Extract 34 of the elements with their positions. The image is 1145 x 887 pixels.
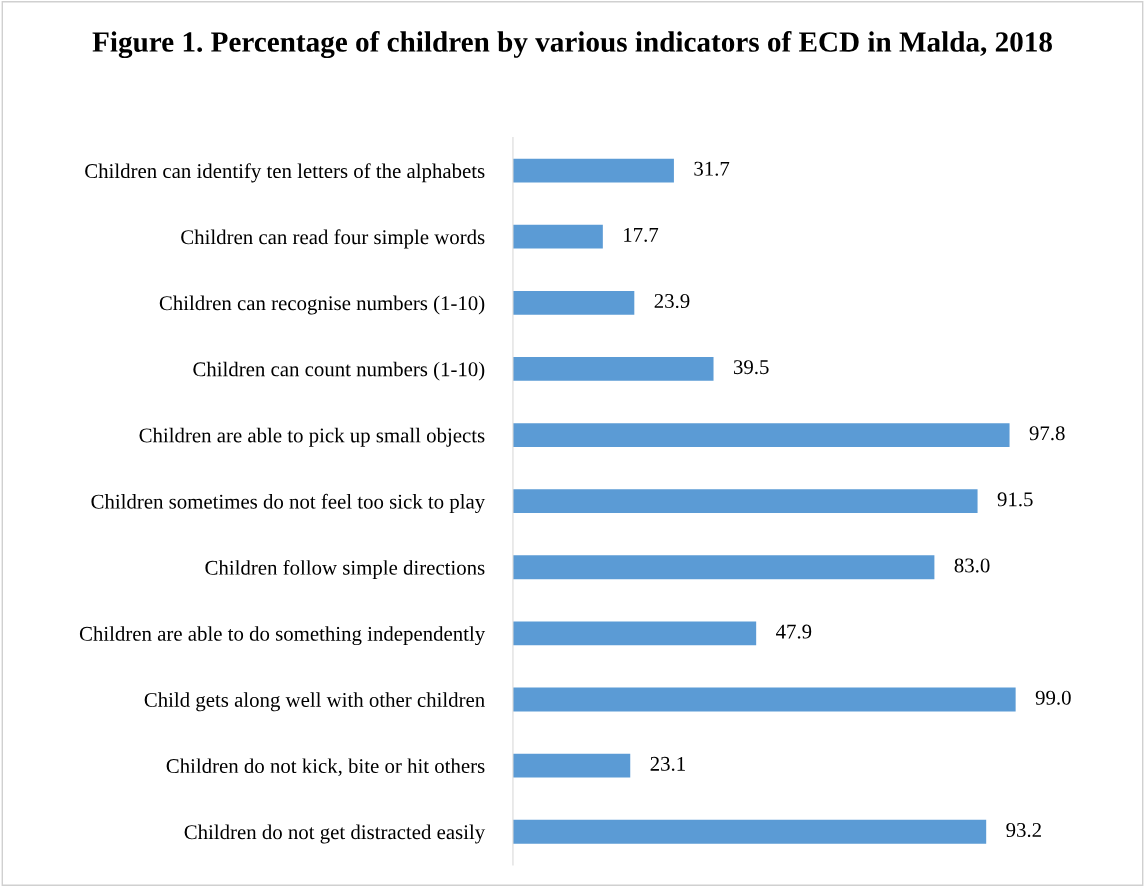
- y-tick-label: Children do not kick, bite or hit others: [166, 758, 485, 777]
- data-label: 39.5: [733, 360, 769, 375]
- data-label: 99.0: [1035, 690, 1071, 705]
- data-label: 91.5: [997, 492, 1033, 507]
- data-label: 47.9: [776, 624, 812, 639]
- data-label: 17.7: [624, 227, 659, 242]
- y-tick-label: Children are able to do something independently: [79, 626, 486, 646]
- y-tick-label: Children can count numbers (1-10): [193, 361, 485, 381]
- data-label: 31.7: [694, 161, 730, 176]
- bar: [512, 489, 978, 514]
- y-tick-label: Children do not get distracted easily: [184, 824, 486, 844]
- bar: [512, 357, 714, 381]
- bar: [512, 687, 1016, 712]
- y-tick-label: Children can identify ten letters of the alphabets: [85, 163, 485, 183]
- y-tick-label: Children are able to pick up small objects: [139, 427, 485, 447]
- data-label: 83.0: [954, 558, 990, 573]
- data-label: 23.9: [654, 294, 690, 309]
- bar: [512, 555, 935, 580]
- y-tick-label: Children follow simple directions: [205, 559, 485, 580]
- data-label: 93.2: [1006, 822, 1041, 838]
- y-tick-label: Child gets along well with other children: [144, 692, 485, 712]
- bar: [512, 158, 674, 183]
- bar: [512, 423, 1010, 447]
- chart-title: Figure 1. Percentage of children by various indicators of ECD in Malda, 2018: [92, 31, 1052, 59]
- bar: [512, 753, 631, 778]
- y-tick-label: Children sometimes do not feel too sick to play: [91, 493, 486, 513]
- y-tick-label: Children can recognise numbers (1-10): [159, 295, 485, 315]
- data-label: 23.1: [650, 756, 685, 771]
- bar: [512, 290, 635, 315]
- bar: [512, 224, 603, 249]
- bar: [512, 819, 987, 844]
- data-label: 97.8: [1029, 426, 1065, 441]
- bar: [512, 621, 757, 646]
- y-tick-label: Children can read four simple words: [181, 229, 485, 249]
